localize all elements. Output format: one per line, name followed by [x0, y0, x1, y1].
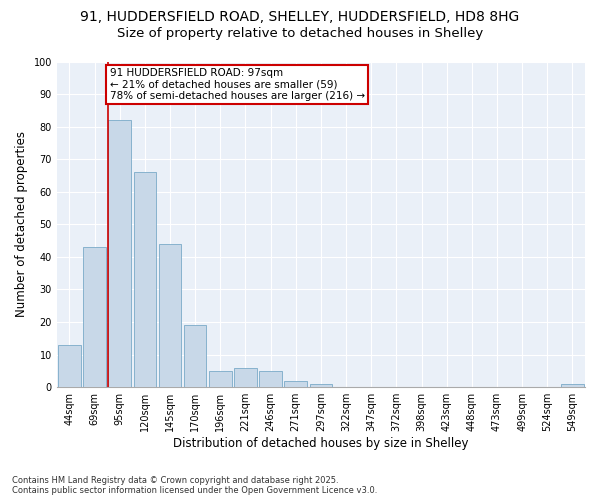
Bar	[310, 384, 332, 387]
Bar	[561, 384, 584, 387]
Bar	[134, 172, 156, 387]
Bar	[259, 371, 282, 387]
Bar	[58, 345, 80, 387]
Bar	[83, 247, 106, 387]
Bar	[184, 326, 206, 387]
Bar	[209, 371, 232, 387]
Text: 91 HUDDERSFIELD ROAD: 97sqm
← 21% of detached houses are smaller (59)
78% of sem: 91 HUDDERSFIELD ROAD: 97sqm ← 21% of det…	[110, 68, 365, 101]
Bar	[109, 120, 131, 387]
Y-axis label: Number of detached properties: Number of detached properties	[15, 132, 28, 318]
Text: Contains HM Land Registry data © Crown copyright and database right 2025.
Contai: Contains HM Land Registry data © Crown c…	[12, 476, 377, 495]
Bar	[234, 368, 257, 387]
Bar	[284, 380, 307, 387]
Text: Size of property relative to detached houses in Shelley: Size of property relative to detached ho…	[117, 28, 483, 40]
X-axis label: Distribution of detached houses by size in Shelley: Distribution of detached houses by size …	[173, 437, 469, 450]
Bar	[158, 244, 181, 387]
Text: 91, HUDDERSFIELD ROAD, SHELLEY, HUDDERSFIELD, HD8 8HG: 91, HUDDERSFIELD ROAD, SHELLEY, HUDDERSF…	[80, 10, 520, 24]
